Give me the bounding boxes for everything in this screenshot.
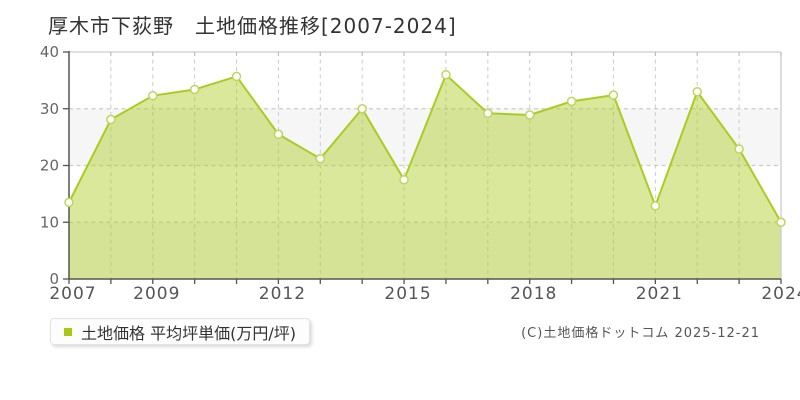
data-point-2012 <box>273 129 284 140</box>
data-point-2014 <box>357 104 367 114</box>
x-tick-label: 2018 <box>510 284 557 304</box>
data-point-2009 <box>148 90 158 101</box>
x-tick-label: 2012 <box>259 284 306 304</box>
data-point-2015 <box>399 174 409 185</box>
data-point-2020 <box>608 90 619 100</box>
x-tick-label: 2021 <box>636 284 683 304</box>
y-tick-label: 40 <box>40 43 59 61</box>
copyright-stamp: (C)土地価格ドットコム 2025-12-21 <box>521 326 760 341</box>
data-point-2017 <box>483 108 493 119</box>
y-tick-label: 0 <box>49 270 59 288</box>
legend-box: 土地価格 平均坪単価(万円/坪) <box>50 318 310 345</box>
y-tick-label: 20 <box>40 157 59 175</box>
data-point-2013 <box>315 153 326 164</box>
legend-series-label: 土地価格 平均坪単価(万円/坪) <box>81 323 296 343</box>
data-point-2016 <box>441 69 451 80</box>
data-point-2019 <box>566 96 577 107</box>
data-point-2008 <box>106 114 116 125</box>
data-point-2010 <box>189 84 200 95</box>
x-tick-label: 2009 <box>133 284 180 304</box>
data-point-2007 <box>64 197 74 208</box>
y-tick-label: 30 <box>40 100 59 118</box>
price-line <box>68 73 782 223</box>
data-point-2018 <box>524 110 535 120</box>
page-title: 厚木市下荻野 土地価格推移[2007-2024] <box>48 14 457 38</box>
y-tick-label: 10 <box>40 213 59 231</box>
x-tick-label: 2007 <box>49 284 96 304</box>
legend-bullet-icon <box>64 327 72 336</box>
data-point-2011 <box>231 71 242 82</box>
data-point-2022 <box>692 86 702 97</box>
data-point-2021 <box>650 201 661 211</box>
x-tick-label: 2024 <box>761 284 800 304</box>
data-point-2023 <box>734 144 744 154</box>
x-tick-label: 2015 <box>384 284 431 304</box>
plot-band <box>69 108 781 166</box>
price-area <box>69 74 781 279</box>
plot-band <box>69 222 781 279</box>
price-trend-area-chart: 0 10 20 30 40 2007 2009 2012 2015 2018 2021 2024 <box>40 43 800 304</box>
data-point-2024 <box>776 217 786 227</box>
